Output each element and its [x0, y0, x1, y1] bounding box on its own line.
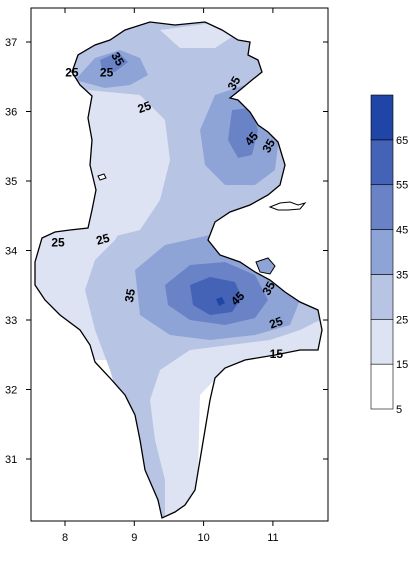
contour-label: 35	[122, 287, 138, 303]
djerba-island	[255, 257, 276, 275]
contour-label: 25	[136, 98, 154, 116]
legend-swatch	[370, 363, 394, 410]
contour-label: 25	[100, 65, 114, 79]
x-axis: 8 9 10 11	[62, 8, 279, 544]
contour-label: 25	[65, 65, 79, 79]
x-tick-label: 11	[267, 532, 278, 544]
legend-swatch	[370, 318, 394, 365]
legend-colorbar: 5 15 25 35 45 55 65	[370, 94, 408, 416]
x-tick-label: 10	[197, 532, 209, 544]
legend-swatch	[370, 229, 394, 275]
contour-label: 25	[95, 231, 112, 248]
legend-swatch	[370, 274, 394, 320]
galite-island	[97, 173, 107, 181]
legend-swatch	[370, 94, 394, 141]
legend-label: 35	[396, 269, 408, 281]
contour-label: 25	[51, 236, 65, 250]
contour-band-55-65-south	[190, 277, 242, 315]
contour-label: 35	[259, 136, 278, 155]
contour-label: 35	[108, 50, 127, 69]
y-tick-label: 37	[5, 37, 17, 49]
y-tick-label: 35	[5, 176, 17, 188]
contour-band-65-plus-south	[216, 297, 225, 306]
legend-label: 45	[396, 225, 408, 237]
y-tick-label: 34	[5, 246, 17, 258]
contour-band-45-55-east	[228, 108, 258, 158]
contour-label: 15	[270, 347, 284, 361]
y-tick-label: 31	[5, 454, 17, 466]
contour-band-45-55-northwest	[100, 52, 128, 72]
y-tick-label: 32	[5, 385, 17, 397]
contour-label: 35	[225, 74, 244, 93]
contour-label: 35	[259, 279, 278, 298]
contour-label: 25	[267, 314, 285, 332]
legend-label: 25	[396, 314, 408, 326]
tunisia-outline	[34, 21, 323, 519]
legend-swatch	[370, 139, 394, 186]
legend-swatch	[370, 184, 394, 230]
y-tick-label: 36	[5, 107, 17, 119]
legend-label: 55	[396, 180, 408, 192]
legend-label: 15	[396, 359, 408, 371]
legend-label: 5	[396, 404, 402, 416]
legend-label: 65	[396, 135, 408, 147]
x-tick-label: 8	[62, 532, 68, 544]
contour-band-15-25-northeast	[160, 22, 235, 48]
x-tick-label: 9	[131, 532, 137, 544]
contour-band-15-25-southeast	[165, 338, 322, 518]
kerkennah-island	[268, 201, 307, 211]
y-tick-label: 33	[5, 315, 17, 327]
y-axis: 37 36 35 34 33 32 31	[5, 37, 328, 466]
